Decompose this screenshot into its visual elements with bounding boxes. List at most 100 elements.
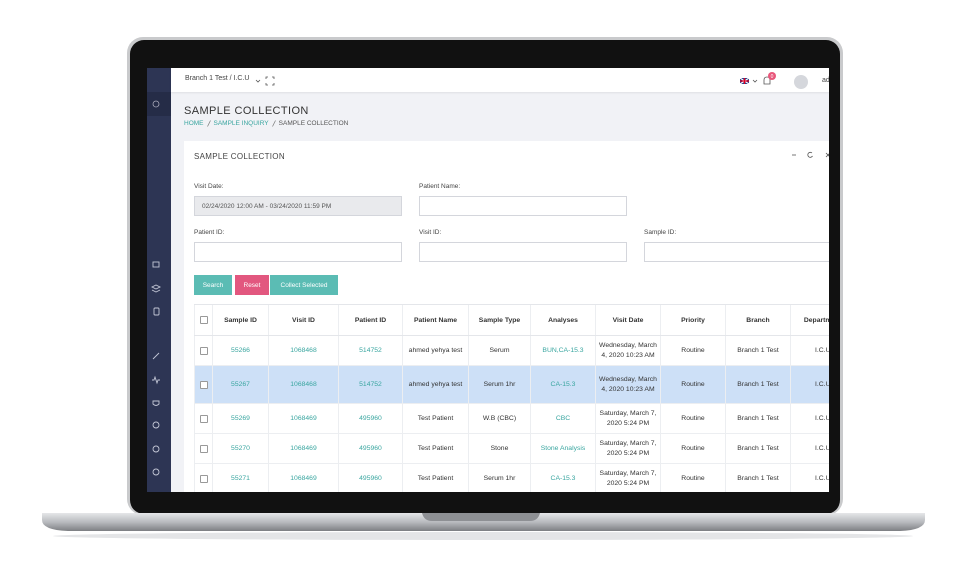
avatar[interactable] [794, 75, 808, 89]
table-row[interactable]: 55271 1068469 495960 Test Patient Serum 1hr C… [194, 463, 829, 492]
checkbox[interactable] [199, 414, 208, 423]
cell: Saturday, March 7, 2020 5:24 PM [595, 463, 661, 492]
cell[interactable]: Stone Analysis [530, 433, 596, 464]
cell: Serum 1hr [468, 463, 531, 492]
topbar-icons [255, 76, 275, 86]
patient-id-input[interactable] [194, 242, 402, 262]
cell[interactable]: 55266 [212, 335, 269, 366]
icon[interactable] [152, 445, 160, 453]
cell: Saturday, March 7, 2020 5:24 PM [595, 403, 661, 434]
table-row[interactable]: 55270 1068469 495960 Test Patient Stone Stone… [194, 433, 829, 464]
shadow [53, 532, 913, 540]
cell[interactable]: 495960 [338, 463, 403, 492]
breadcrumb-item[interactable]: SAMPLE INQUIRY [213, 120, 269, 127]
cell: Routine [660, 403, 726, 434]
reset-button[interactable]: Reset [235, 275, 269, 295]
icon-link[interactable] [152, 352, 160, 360]
select-cell [194, 335, 213, 366]
cell: ahmed yehya test [402, 365, 469, 404]
topbar-right: 0 [739, 72, 808, 89]
visit-id-label: Visit ID: [419, 229, 442, 236]
column-header[interactable]: Visit ID [268, 304, 339, 336]
cell: Routine [660, 433, 726, 464]
column-header[interactable]: Visit Date [595, 304, 661, 336]
column-header[interactable]: Patient Name [402, 304, 469, 336]
checkbox[interactable] [199, 444, 208, 453]
cell[interactable]: 55269 [212, 403, 269, 434]
select-all[interactable] [194, 304, 213, 336]
icon-print[interactable] [152, 261, 160, 268]
icon[interactable] [152, 100, 160, 108]
cell[interactable]: CA-15.3 [530, 463, 596, 492]
column-header[interactable]: Patient ID [338, 304, 403, 336]
user-name[interactable]: ad [822, 77, 829, 84]
column-header[interactable]: Sample ID [212, 304, 269, 336]
sidebar-icons [147, 92, 171, 476]
close-icon[interactable] [825, 152, 829, 158]
checkbox[interactable] [199, 380, 208, 389]
samples-table: Sample ID Visit ID Patient ID Patient Name S… [194, 304, 829, 492]
column-header[interactable]: Branch [725, 304, 791, 336]
cell[interactable]: 1068469 [268, 403, 339, 434]
cell[interactable]: 1068469 [268, 433, 339, 464]
cell[interactable]: 514752 [338, 335, 403, 366]
sample-id-input[interactable] [644, 242, 829, 262]
cell[interactable]: CA-15.3 [530, 365, 596, 404]
cell[interactable]: CBC [530, 403, 596, 434]
cell[interactable]: 495960 [338, 403, 403, 434]
cell: I.C.U [790, 463, 829, 492]
sidebar [147, 68, 171, 492]
patient-name-input[interactable] [419, 196, 627, 216]
cell: Branch 1 Test [725, 433, 791, 464]
cell[interactable]: 495960 [338, 433, 403, 464]
icon[interactable] [152, 468, 160, 476]
cell[interactable]: 55267 [212, 365, 269, 404]
breadcrumb-item[interactable]: HOME [184, 120, 204, 127]
column-header[interactable]: Sample Type [468, 304, 531, 336]
select-cell [194, 433, 213, 464]
table-row[interactable]: 55266 1068468 514752 ahmed yehya test Serum B… [194, 335, 829, 366]
column-header[interactable]: Department [790, 304, 829, 336]
collect-selected-button[interactable]: Collect Selected [270, 275, 338, 295]
icon-shield[interactable] [152, 400, 160, 406]
icon[interactable] [152, 421, 160, 429]
select-cell [194, 463, 213, 492]
refresh-icon[interactable] [807, 151, 813, 158]
icon-watch[interactable] [153, 307, 160, 316]
checkbox[interactable] [199, 474, 208, 483]
cell[interactable]: 1068469 [268, 463, 339, 492]
column-header[interactable]: Analyses [530, 304, 596, 336]
visit-id-input[interactable] [419, 242, 627, 262]
sample-id-label: Sample ID: [644, 229, 677, 236]
column-header[interactable]: Priority [660, 304, 726, 336]
cell[interactable]: 55271 [212, 463, 269, 492]
checkbox[interactable] [199, 316, 208, 324]
cell: Test Patient [402, 433, 469, 464]
cell: Branch 1 Test [725, 335, 791, 366]
fullscreen-icon[interactable] [265, 76, 275, 86]
cell: Saturday, March 7, 2020 5:24 PM [595, 433, 661, 464]
icon-activity[interactable] [152, 375, 160, 385]
branch-selector[interactable]: Branch 1 Test / I.C.U [185, 75, 250, 82]
cell: Routine [660, 365, 726, 404]
icon-layers[interactable] [150, 284, 162, 293]
card: SAMPLE COLLECTION Visit Date: 02/24/2020… [184, 141, 829, 492]
table-row[interactable]: 55267 1068468 514752 ahmed yehya test Serum … [194, 365, 829, 404]
cell[interactable]: 514752 [338, 365, 403, 404]
cell[interactable]: 55270 [212, 433, 269, 464]
cell: ahmed yehya test [402, 335, 469, 366]
select-cell [194, 365, 213, 404]
search-button[interactable]: Search [194, 275, 232, 295]
cell[interactable]: 1068468 [268, 335, 339, 366]
cell[interactable]: 1068468 [268, 365, 339, 404]
select-cell [194, 403, 213, 434]
notification-count: 0 [771, 74, 774, 80]
laptop-base [42, 513, 925, 531]
header-row: Sample ID Visit ID Patient ID Patient Name S… [194, 304, 829, 336]
card-tools [792, 151, 829, 158]
visit-date-input[interactable]: 02/24/2020 12:00 AM - 03/24/2020 11:59 P… [194, 196, 402, 216]
cell[interactable]: BUN,CA-15.3 [530, 335, 596, 366]
table-row[interactable]: 55269 1068469 495960 Test Patient W.B (CBC) C… [194, 403, 829, 434]
checkbox[interactable] [199, 346, 208, 355]
